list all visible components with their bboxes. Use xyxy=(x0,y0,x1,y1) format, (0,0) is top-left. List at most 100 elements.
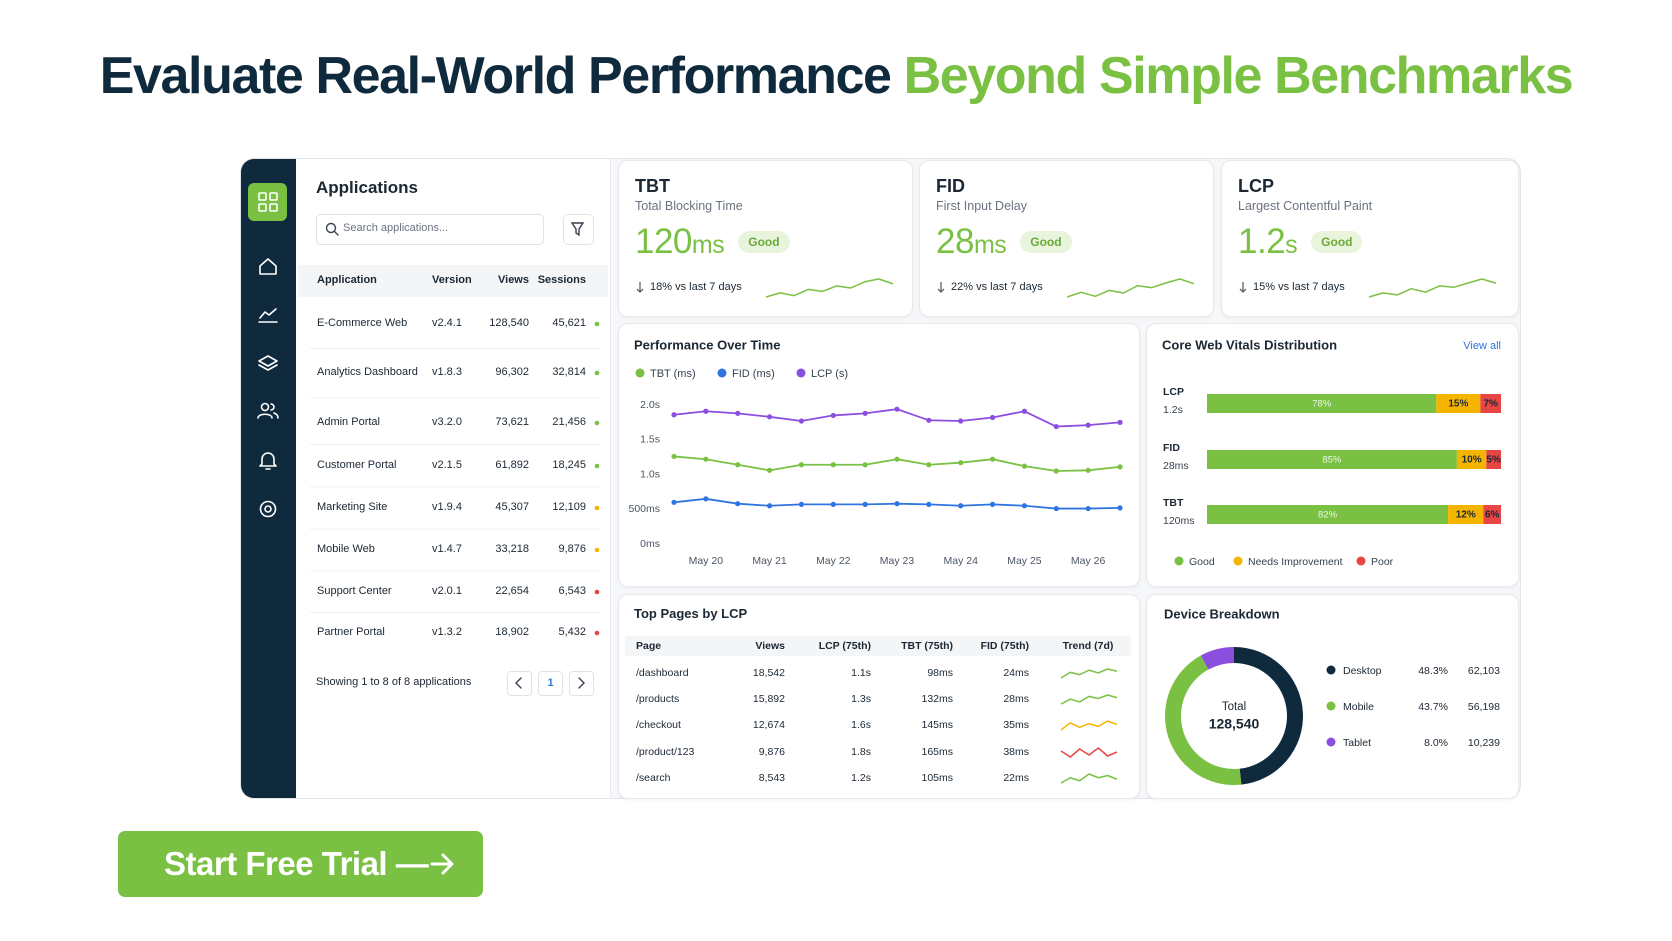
search-placeholder: Search applications... xyxy=(343,222,449,234)
headline-main: Evaluate Real-World Performance xyxy=(99,47,892,105)
metric-change: 18% vs last 7 days xyxy=(650,281,742,293)
panel-title: Applications xyxy=(316,178,419,197)
table-cell: v2.0.1 xyxy=(432,585,462,597)
table-cell: 22,654 xyxy=(495,585,529,597)
status-badge: Good xyxy=(1311,231,1363,253)
table-cell: 6,543 xyxy=(558,585,586,597)
table-cell: v1.3.2 xyxy=(432,626,462,638)
table-cell: Support Center xyxy=(317,585,392,597)
table-cell: 165ms xyxy=(921,746,953,758)
metric-name: First Input Delay xyxy=(936,199,1028,213)
table-cell: 38ms xyxy=(1003,746,1029,758)
column-header: Page xyxy=(636,640,662,652)
metric-code: LCP xyxy=(1238,176,1274,196)
table-cell: v1.4.7 xyxy=(432,543,462,555)
performance-card xyxy=(618,323,1140,587)
status-badge: Good xyxy=(738,231,790,253)
table-cell: 8,543 xyxy=(758,772,785,784)
table-cell: 5,432 xyxy=(558,626,586,638)
top-pages-card xyxy=(618,594,1140,799)
table-cell: /dashboard xyxy=(636,667,689,679)
headline: Evaluate Real-World Performance Beyond S… xyxy=(0,46,1672,106)
table-cell: 32,814 xyxy=(552,366,586,378)
table-cell: 1.8s xyxy=(851,746,871,758)
applications-panel xyxy=(296,159,611,798)
table-cell: E-Commerce Web xyxy=(317,317,408,329)
table-cell: 73,621 xyxy=(495,416,529,428)
table-header-bg xyxy=(298,265,608,297)
table-cell: 105ms xyxy=(921,772,953,784)
table-cell: 96,302 xyxy=(495,366,529,378)
table-cell: 12,674 xyxy=(752,719,785,731)
table-cell: 132ms xyxy=(921,693,953,705)
metric-value: 28ms xyxy=(936,222,1007,262)
table-cell: Marketing Site xyxy=(317,501,388,513)
table-cell: 45,307 xyxy=(495,501,529,513)
table-cell: 61,892 xyxy=(495,459,529,471)
metric-value-row: 1.2s Good xyxy=(1238,222,1363,262)
column-header: LCP (75th) xyxy=(818,640,871,652)
filter-button[interactable] xyxy=(563,214,594,245)
table-cell: 18,245 xyxy=(552,459,586,471)
table-cell: 128,540 xyxy=(489,317,529,329)
metric-unit: ms xyxy=(973,231,1007,259)
column-header: Sessions xyxy=(537,274,586,286)
page-number: 1 xyxy=(547,677,554,689)
search-box[interactable] xyxy=(316,214,544,245)
metric-value-row: 28ms Good xyxy=(936,222,1072,262)
table-cell: 28ms xyxy=(1003,693,1029,705)
table-cell: 18,902 xyxy=(495,626,529,638)
table-cell: Mobile Web xyxy=(317,543,375,555)
metric-value-row: 120ms Good xyxy=(635,222,790,262)
vitals-card xyxy=(1146,323,1519,587)
metric-number: 120 xyxy=(635,222,692,261)
table-cell: 12,109 xyxy=(552,501,586,513)
cta-arrow xyxy=(430,853,454,875)
cta-button[interactable]: Start Free Trial — xyxy=(118,831,483,897)
cta-label: Start Free Trial — xyxy=(164,845,429,882)
column-header: TBT (75th) xyxy=(901,640,953,652)
status-badge: Good xyxy=(1020,231,1072,253)
table-cell: 24ms xyxy=(1003,667,1029,679)
pager-prev[interactable] xyxy=(507,671,532,696)
column-header: Views xyxy=(498,274,529,286)
table-cell: 15,892 xyxy=(752,693,785,705)
table-cell: 21,456 xyxy=(552,416,586,428)
pager-next[interactable] xyxy=(569,671,594,696)
table-cell: 1.1s xyxy=(851,667,871,679)
table-cell: 22ms xyxy=(1003,772,1029,784)
pager-page[interactable]: 1 xyxy=(538,671,563,696)
metric-change: 22% vs last 7 days xyxy=(951,281,1043,293)
table-cell: v2.1.5 xyxy=(432,459,462,471)
table-cell: v3.2.0 xyxy=(432,416,462,428)
metric-value: 1.2s xyxy=(1238,222,1298,262)
metric-code: FID xyxy=(936,176,965,196)
table-cell: 145ms xyxy=(921,719,953,731)
table-cell: /search xyxy=(636,772,671,784)
table-cell: 9,876 xyxy=(758,746,785,758)
table-cell: v1.9.4 xyxy=(432,501,462,513)
column-header: Application xyxy=(317,274,377,286)
table-cell: 1.6s xyxy=(851,719,871,731)
column-header: FID (75th) xyxy=(980,640,1029,652)
metric-code: TBT xyxy=(635,176,670,196)
column-header: Version xyxy=(432,274,472,286)
table-cell: 45,621 xyxy=(552,317,586,329)
table-cell: v1.8.3 xyxy=(432,366,462,378)
table-header-bg xyxy=(625,636,1131,656)
table-cell: Partner Portal xyxy=(317,626,385,638)
metric-value: 120ms xyxy=(635,222,725,262)
metric-unit: ms xyxy=(691,231,725,259)
table-cell: 9,876 xyxy=(558,543,586,555)
table-footer: Showing 1 to 8 of 8 applications xyxy=(316,676,472,688)
table-cell: v2.4.1 xyxy=(432,317,462,329)
metric-name: Total Blocking Time xyxy=(635,199,743,213)
table-cell: Admin Portal xyxy=(317,416,380,428)
metric-number: 28 xyxy=(936,222,974,261)
table-cell: /products xyxy=(636,693,680,705)
metric-name: Largest Contentful Paint xyxy=(1238,199,1373,213)
table-cell: Customer Portal xyxy=(317,459,397,471)
table-cell: 1.2s xyxy=(851,772,871,784)
panel-title: Top Pages by LCP xyxy=(634,606,748,621)
